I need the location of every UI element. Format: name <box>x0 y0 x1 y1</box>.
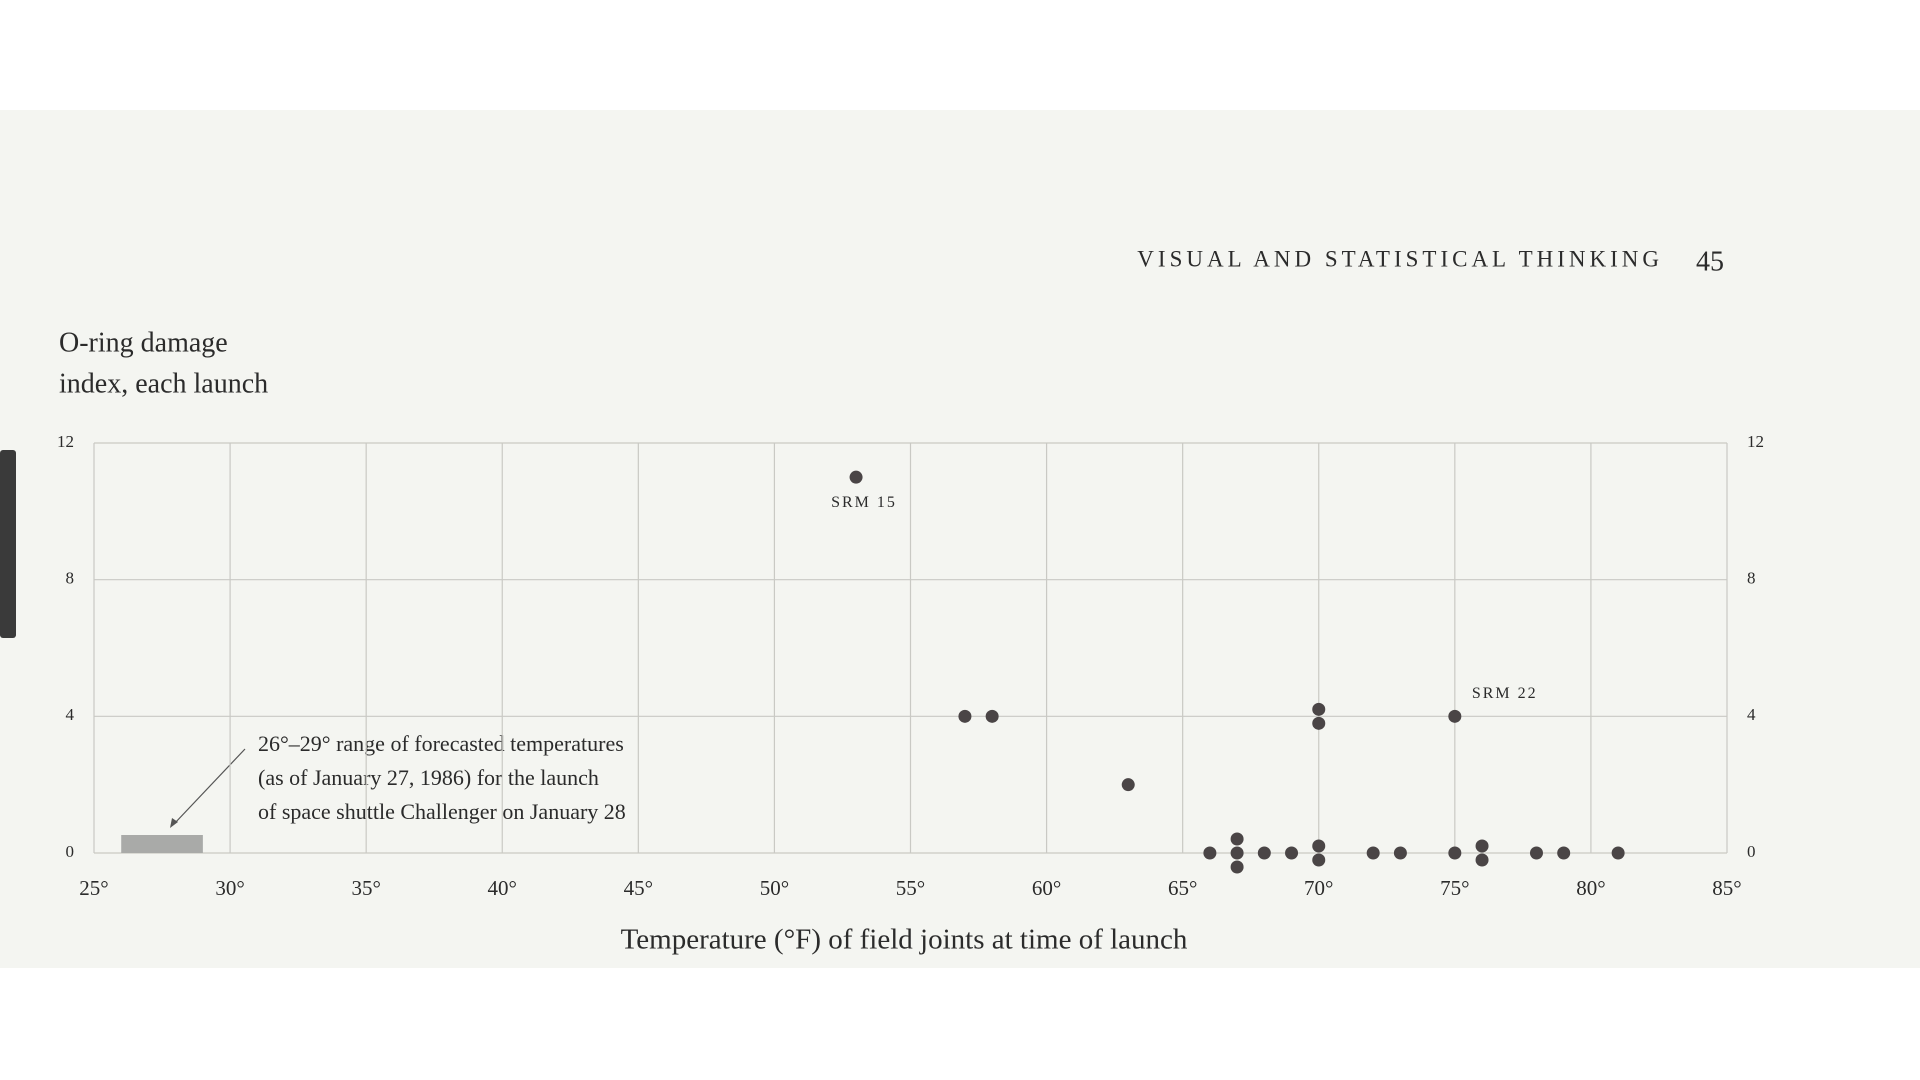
x-tick-label: 85° <box>1712 876 1741 900</box>
y-tick-label-right: 4 <box>1747 705 1756 724</box>
x-tick-label: 30° <box>215 876 244 900</box>
book-page <box>0 110 1920 968</box>
y-tick-label: 0 <box>66 842 75 861</box>
data-point <box>1529 846 1543 860</box>
data-point <box>985 709 999 723</box>
side-tab <box>0 450 16 638</box>
x-tick-label: 55° <box>896 876 925 900</box>
arrow-head <box>170 818 178 828</box>
data-point <box>1230 860 1244 874</box>
x-tick-label: 60° <box>1032 876 1061 900</box>
x-tick-label: 80° <box>1576 876 1605 900</box>
y-tick-label-right: 0 <box>1747 842 1756 861</box>
x-tick-label: 40° <box>488 876 517 900</box>
data-point <box>1230 846 1244 860</box>
running-head: VISUAL AND STATISTICAL THINKING <box>1137 246 1663 271</box>
data-point <box>1393 846 1407 860</box>
data-point <box>849 470 863 484</box>
data-point <box>1557 846 1571 860</box>
data-point <box>1366 846 1380 860</box>
x-axis-label: Temperature (°F) of field joints at time… <box>621 924 1188 956</box>
data-point <box>1203 846 1217 860</box>
x-tick-label: 45° <box>624 876 653 900</box>
y-tick-label-right: 12 <box>1747 432 1764 451</box>
data-point <box>1312 716 1326 730</box>
y-tick-label: 4 <box>66 705 75 724</box>
y-axis-label: index, each launch <box>59 368 268 399</box>
data-point <box>1285 846 1299 860</box>
x-tick-label: 50° <box>760 876 789 900</box>
data-point <box>1257 846 1271 860</box>
annotation: of space shuttle Challenger on January 2… <box>258 799 626 824</box>
data-point <box>1312 839 1326 853</box>
x-tick-label: 75° <box>1440 876 1469 900</box>
data-point <box>1475 839 1489 853</box>
forecast-range <box>121 835 203 853</box>
x-tick-label: 25° <box>79 876 108 900</box>
data-point <box>1312 853 1326 867</box>
x-tick-label: 65° <box>1168 876 1197 900</box>
point-label: SRM 22 <box>1472 685 1538 702</box>
data-point <box>1312 702 1326 716</box>
data-point <box>1121 778 1135 792</box>
annotation-arrow <box>173 748 246 825</box>
page-number: 45 <box>1696 246 1724 277</box>
y-tick-label: 8 <box>66 569 75 588</box>
data-point <box>1448 709 1462 723</box>
annotation: (as of January 27, 1986) for the launch <box>258 765 599 790</box>
annotation: 26°–29° range of forecasted temperatures <box>258 731 624 756</box>
data-point <box>958 709 972 723</box>
y-tick-label: 12 <box>57 432 74 451</box>
point-label: SRM 15 <box>831 494 897 511</box>
data-point <box>1448 846 1462 860</box>
x-tick-label: 35° <box>351 876 380 900</box>
x-tick-label: 70° <box>1304 876 1333 900</box>
data-point <box>1611 846 1625 860</box>
y-tick-label-right: 8 <box>1747 569 1756 588</box>
y-axis-label: O-ring damage <box>59 327 228 358</box>
data-point <box>1230 832 1244 846</box>
data-point <box>1475 853 1489 867</box>
